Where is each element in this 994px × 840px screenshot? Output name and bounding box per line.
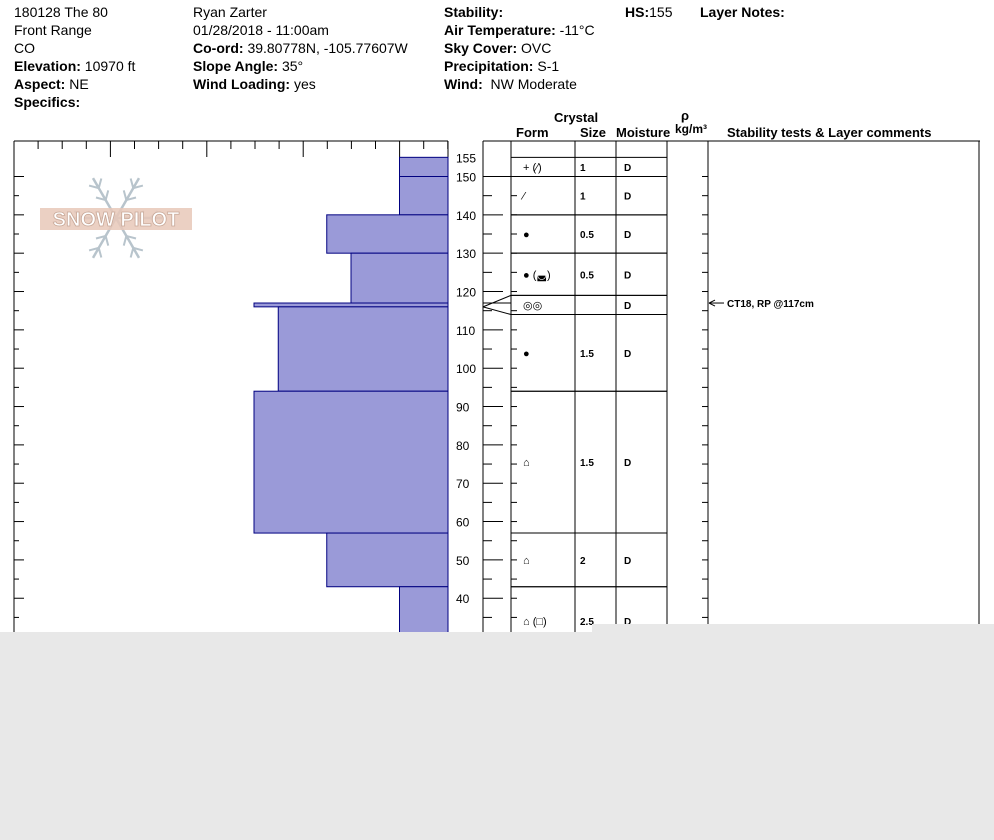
col-form-heading: Form <box>516 125 549 140</box>
snowflake-branch <box>95 234 106 240</box>
snowflake-branch <box>88 246 100 252</box>
hardness-bar <box>399 156 449 178</box>
depth-label: 80 <box>456 439 470 453</box>
depth-label: 60 <box>456 516 470 530</box>
crystal-moisture: D <box>624 192 631 203</box>
hardness-bar <box>326 214 449 254</box>
crystal-moisture: D <box>624 617 631 628</box>
col-crystal-heading: Crystal <box>554 110 599 125</box>
header-range: Front Range <box>14 22 92 38</box>
col-size-heading: Size <box>580 125 607 140</box>
header-state: CO <box>14 40 35 56</box>
stability-test-label: CT18, RP @117cm <box>727 299 814 310</box>
header-elevation: Elevation: 10970 ft <box>14 58 136 74</box>
snowflake-branch <box>122 235 128 246</box>
crystal-moisture: D <box>624 556 631 567</box>
snowflake-branch <box>97 247 103 258</box>
snowflake-branch <box>104 235 110 246</box>
crystal-size: 1 <box>580 192 586 203</box>
crystal-form: ◎◎ <box>523 300 542 312</box>
crystal-form: ● <box>523 348 530 360</box>
depth-label: 120 <box>456 286 476 300</box>
hardness-bar <box>253 390 449 534</box>
snowflake-branch <box>129 247 135 258</box>
header-wind: Wind: NW Moderate <box>444 76 577 92</box>
depth-label: 155 <box>456 151 476 165</box>
depth-label: 130 <box>456 247 476 261</box>
logo-text: SNOW PILOT <box>53 209 180 231</box>
header-slope: Slope Angle: 35° <box>193 58 304 74</box>
crystal-size: 0.5 <box>580 230 594 241</box>
crystal-size: 2 <box>580 556 586 567</box>
crystal-size: 1 <box>580 163 586 174</box>
depth-label: 40 <box>456 592 470 606</box>
col-moisture-heading: Moisture <box>616 125 671 140</box>
hardness-bar <box>350 252 449 304</box>
crystal-moisture: D <box>624 163 631 174</box>
crystal-moisture: D <box>624 270 631 281</box>
header-air-temp: Air Temperature: -11°C <box>444 22 595 38</box>
crystal-moisture: D <box>624 349 631 360</box>
header-site: 180128 The 80 <box>14 4 108 20</box>
snowflake-branch <box>129 178 135 189</box>
header-wind-loading: Wind Loading: yes <box>193 76 316 92</box>
crystal-moisture: D <box>624 458 631 469</box>
crystal-size: 2.5 <box>580 617 594 628</box>
snowflake-branch <box>97 178 103 189</box>
depth-label: 100 <box>456 362 476 376</box>
crystal-moisture: D <box>624 301 631 312</box>
crystal-form: ● <box>523 229 530 241</box>
hardness-bar <box>253 302 449 308</box>
snowflake-branch <box>132 184 144 190</box>
snowflake-branch <box>95 196 106 202</box>
header-stability: Stability: <box>444 4 504 20</box>
header-datetime: 01/28/2018 - 11:00am <box>193 22 329 38</box>
crystal-moisture: D <box>624 230 631 241</box>
header-precip: Precipitation: S-1 <box>444 58 560 74</box>
snowflake-branch <box>104 190 110 201</box>
snowflake-branch <box>126 234 137 240</box>
crystal-form: ⁄ <box>520 191 527 203</box>
hardness-bar <box>277 306 449 392</box>
snowflake-branch <box>122 190 128 201</box>
crystal-size: 0.5 <box>580 270 594 281</box>
crystal-form: ⌂ <box>523 555 530 567</box>
depth-label: 110 <box>456 324 475 338</box>
row-connector <box>482 306 512 316</box>
header-observer: Ryan Zarter <box>193 4 267 20</box>
snowflake-branch <box>126 196 137 202</box>
row-connector <box>482 294 512 308</box>
crystal-size: 1.5 <box>580 458 594 469</box>
blank-area-strip <box>592 624 994 632</box>
header-aspect: Aspect: NE <box>14 76 89 92</box>
depth-label: 70 <box>456 477 470 491</box>
crystal-form: ● (◛) <box>523 269 551 281</box>
col-rho-heading: ρ <box>681 108 690 123</box>
crystal-form: + (⁄) <box>523 162 542 174</box>
depth-label: 150 <box>456 171 476 185</box>
depth-label: 140 <box>456 209 476 223</box>
header-sky: Sky Cover: OVC <box>444 40 552 56</box>
snowflake-branch <box>88 184 100 190</box>
header-specifics: Specifics: <box>14 94 81 110</box>
header-layer-notes: Layer Notes: <box>700 4 785 20</box>
depth-label: 90 <box>456 401 470 415</box>
hardness-bar <box>399 176 449 216</box>
col-stability-heading: Stability tests & Layer comments <box>727 125 932 140</box>
crystal-form: ⌂ (□) <box>523 616 547 628</box>
header-hs: HS:155 <box>625 4 673 20</box>
col-density-unit: kg/m³ <box>675 122 708 136</box>
depth-label: 50 <box>456 554 470 568</box>
snowflake-branch <box>132 246 144 252</box>
header-coord: Co-ord: 39.80778N, -105.77607W <box>193 40 408 56</box>
test-arrow-head <box>708 299 716 307</box>
crystal-form: ⌂ <box>523 457 530 469</box>
logo-band <box>40 208 192 230</box>
hardness-bar <box>326 532 449 588</box>
crystal-size: 1.5 <box>580 349 594 360</box>
blank-area <box>0 632 994 840</box>
